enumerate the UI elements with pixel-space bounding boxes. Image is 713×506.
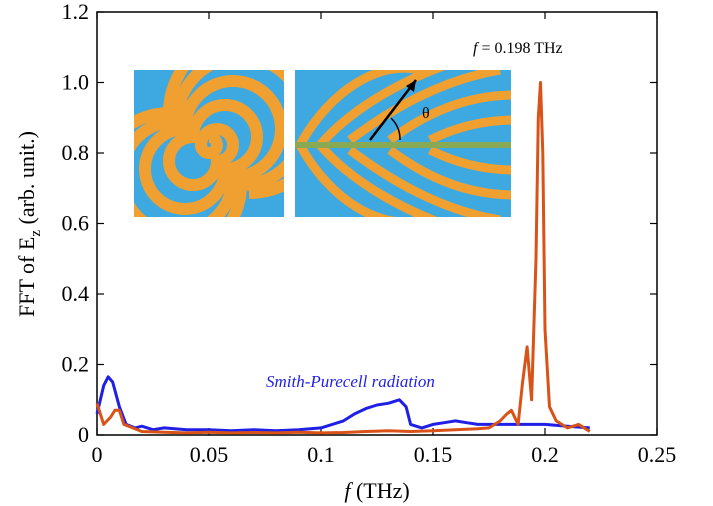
x-tick-label: 0.1	[307, 442, 335, 467]
peak-annotation: f = 0.198 THz	[473, 40, 563, 57]
theta-label: θ	[422, 105, 430, 122]
y-tick-label: 1.0	[62, 70, 90, 95]
series-line	[95, 81, 591, 435]
y-tick-label: 0.8	[62, 140, 90, 165]
y-tick-label: 0.6	[62, 211, 90, 236]
y-tick-label: 0.4	[62, 281, 90, 306]
y-label-rest: (arb. unit.)	[14, 131, 39, 230]
y-axis-label: FFT of Ez (arb. unit.)	[14, 131, 44, 317]
x-unit: (THz)	[350, 478, 409, 503]
x-tick-label: 0.25	[638, 442, 677, 467]
x-tick-label: 0.05	[190, 442, 229, 467]
x-var: f	[344, 478, 353, 503]
peak-text: = 0.198 THz	[477, 40, 562, 57]
y-label-sub: z	[28, 230, 44, 237]
peak-var: f	[473, 40, 480, 57]
smith-annotation: Smith-Purecell radiation	[266, 372, 435, 391]
y-tick-label: 0	[78, 422, 89, 447]
x-axis-label: f (THz)	[344, 478, 409, 503]
x-tick-label: 0	[92, 442, 103, 467]
x-tick-label: 0.15	[414, 442, 453, 467]
x-tick-label: 0.2	[531, 442, 559, 467]
inset-grating	[295, 70, 511, 217]
inset-spiral	[134, 70, 284, 217]
y-label-main: FFT of E	[14, 237, 39, 317]
y-tick-label: 0.2	[62, 352, 90, 377]
y-tick-label: 1.2	[62, 0, 90, 24]
